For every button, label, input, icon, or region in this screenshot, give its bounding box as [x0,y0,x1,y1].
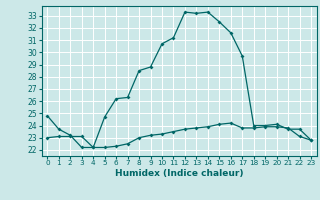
X-axis label: Humidex (Indice chaleur): Humidex (Indice chaleur) [115,169,244,178]
